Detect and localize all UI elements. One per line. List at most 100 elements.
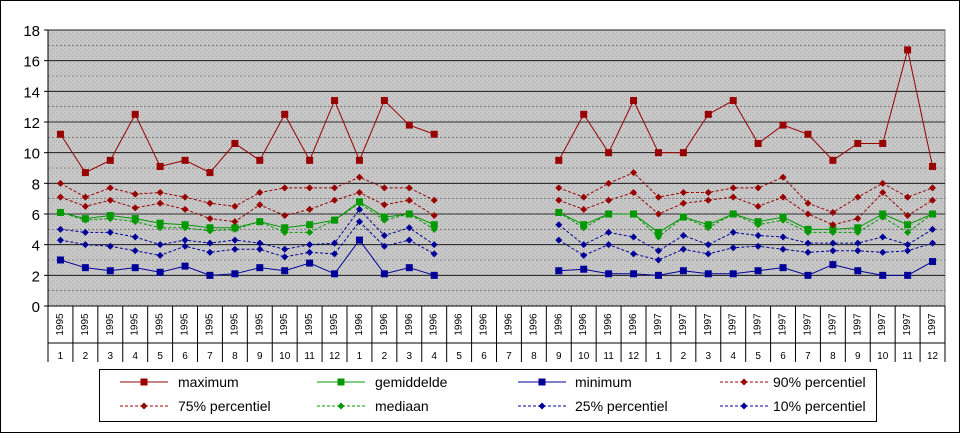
data-point	[804, 130, 812, 138]
data-point	[854, 215, 862, 223]
data-point	[56, 130, 64, 138]
x-month-label: 7	[506, 351, 512, 362]
data-point	[580, 224, 588, 232]
legend-item-6: mediaan	[317, 398, 429, 414]
x-year-label: 1997	[902, 313, 913, 336]
data-point	[754, 139, 762, 147]
x-year-label: 1997	[802, 313, 813, 336]
data-point	[679, 267, 687, 275]
x-month-label: 4	[730, 351, 736, 362]
data-point	[355, 199, 363, 207]
x-month-label: 10	[578, 351, 590, 362]
legend-item-8: 10% percentiel	[720, 398, 866, 414]
data-point	[580, 251, 588, 259]
data-point	[206, 199, 214, 207]
series-line	[558, 261, 933, 276]
data-point	[879, 233, 887, 241]
data-point	[804, 228, 812, 236]
data-point	[904, 46, 912, 54]
data-point	[630, 250, 638, 258]
data-point	[879, 248, 887, 256]
data-point	[854, 247, 862, 255]
data-point	[929, 162, 937, 170]
x-year-label: 1995	[55, 313, 66, 336]
series-line	[60, 201, 435, 229]
data-point	[605, 241, 613, 249]
data-point	[106, 184, 114, 192]
data-point	[679, 213, 687, 221]
x-month-label: 6	[481, 351, 487, 362]
data-point	[281, 212, 289, 220]
data-point	[256, 189, 264, 197]
data-point	[555, 267, 563, 275]
data-point	[580, 205, 588, 213]
series-line	[60, 202, 435, 233]
data-point	[256, 239, 264, 247]
data-point	[929, 196, 937, 204]
series-line	[60, 191, 435, 223]
series-line	[60, 208, 435, 250]
legend-label: 90% percentiel	[773, 374, 866, 390]
data-point	[306, 184, 314, 192]
x-year-label: 1996	[578, 313, 589, 336]
data-point	[904, 247, 912, 255]
data-point	[355, 189, 363, 197]
data-point	[929, 210, 937, 218]
data-point	[156, 189, 164, 197]
data-point	[854, 228, 862, 236]
data-point	[337, 402, 345, 410]
x-year-label: 1997	[678, 313, 689, 336]
data-point	[804, 248, 812, 256]
data-point	[630, 233, 638, 241]
data-point	[331, 184, 339, 192]
data-point	[654, 193, 662, 201]
data-point	[206, 169, 214, 177]
data-point	[231, 218, 239, 226]
data-point	[729, 193, 737, 201]
x-month-label: 5	[157, 351, 163, 362]
x-month-label: 1	[58, 351, 64, 362]
data-point	[181, 224, 189, 232]
data-point	[829, 261, 837, 269]
x-year-label: 1995	[229, 313, 240, 336]
data-point	[754, 221, 762, 229]
data-point	[331, 97, 339, 105]
data-point	[331, 216, 339, 224]
data-point	[81, 193, 89, 201]
data-point	[555, 196, 563, 204]
x-year-label: 1997	[877, 313, 888, 336]
x-month-label: 7	[207, 351, 213, 362]
data-point	[281, 267, 289, 275]
legend-label: maximum	[178, 374, 239, 390]
data-point	[355, 173, 363, 181]
x-year-label: 1997	[827, 313, 838, 336]
legend-item-2: gemiddelde	[317, 374, 448, 390]
data-point	[380, 216, 388, 224]
x-month-label: 8	[531, 351, 537, 362]
data-point	[81, 216, 89, 224]
data-point	[281, 228, 289, 236]
x-year-label: 1996	[354, 313, 365, 336]
series-8	[56, 218, 937, 264]
data-point	[580, 265, 588, 273]
x-month-label: 4	[132, 351, 138, 362]
data-point	[740, 402, 748, 410]
data-point	[754, 242, 762, 250]
data-point	[879, 213, 887, 221]
x-month-label: 9	[556, 351, 562, 362]
y-tick-label: 10	[23, 146, 40, 163]
data-point	[630, 97, 638, 105]
data-point	[81, 264, 89, 272]
data-point	[779, 245, 787, 253]
data-point	[879, 189, 887, 197]
data-point	[904, 221, 912, 229]
data-point	[380, 231, 388, 239]
data-point	[654, 228, 662, 236]
x-month-label: 11	[603, 351, 614, 362]
x-month-label: 8	[232, 351, 238, 362]
data-point	[231, 245, 239, 253]
series-1	[56, 46, 937, 177]
data-point	[654, 210, 662, 218]
data-point	[106, 242, 114, 250]
data-point	[380, 242, 388, 250]
